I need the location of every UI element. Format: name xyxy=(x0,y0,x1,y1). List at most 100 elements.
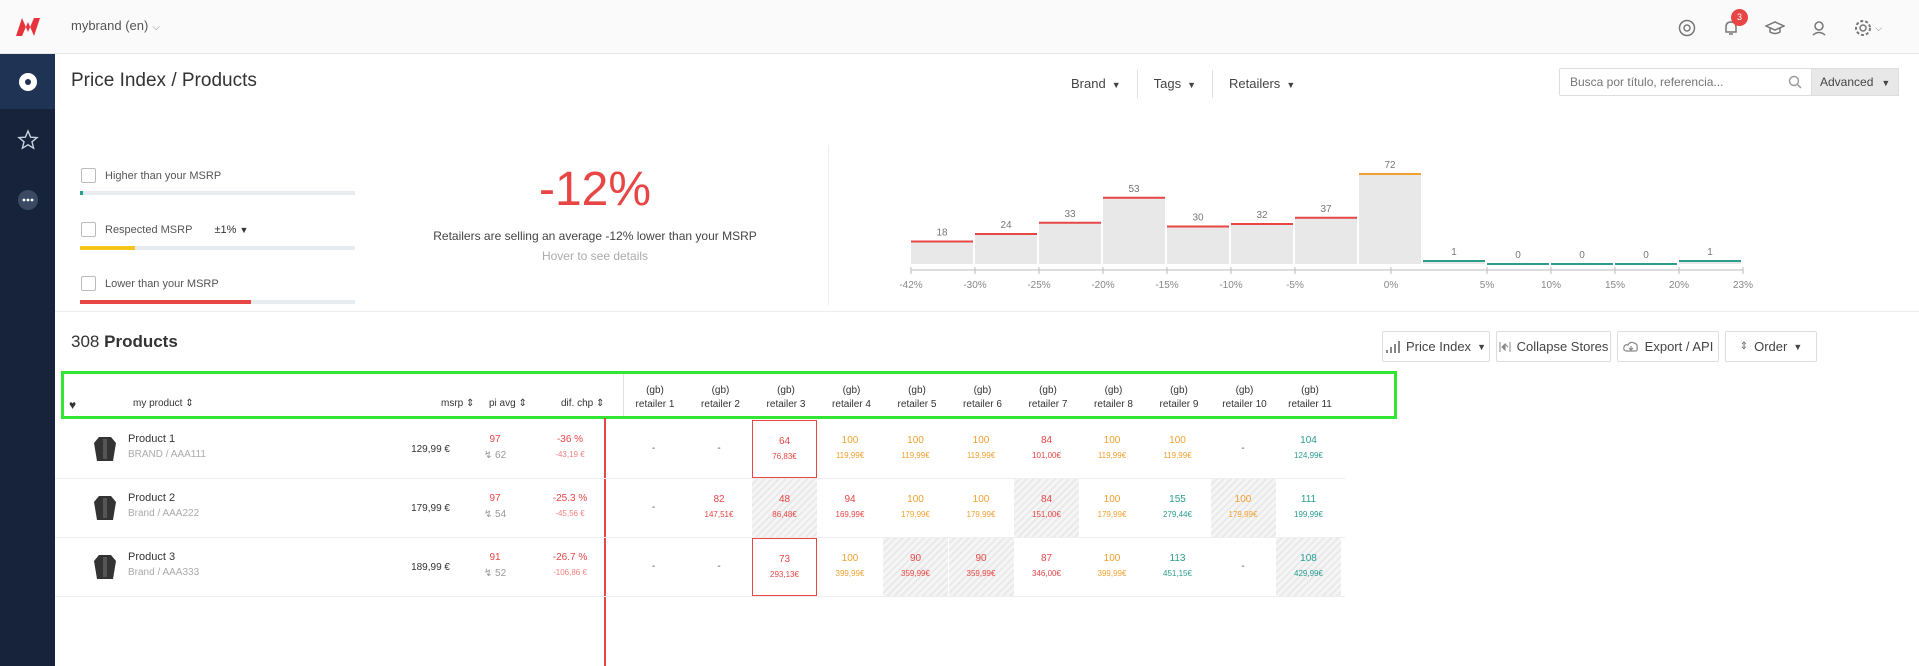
price-cell[interactable]: 100 399,99€ xyxy=(818,538,883,596)
brand-selector[interactable]: mybrand (en) ⌵ xyxy=(71,18,160,33)
histogram-bar[interactable] xyxy=(1423,261,1485,264)
price-cell[interactable]: 100 179,99€ xyxy=(949,479,1014,537)
tolerance-select[interactable]: ±1% ▼ xyxy=(214,224,248,236)
price-cell[interactable]: 104 124,99€ xyxy=(1276,420,1341,478)
price-cell[interactable]: - xyxy=(1211,538,1276,596)
respected-msrp-checkbox[interactable] xyxy=(81,222,96,237)
price-cell[interactable]: 100 179,99€ xyxy=(1210,479,1276,537)
sidebar-item-price-index[interactable] xyxy=(0,54,55,109)
price-cell[interactable]: - xyxy=(621,479,686,537)
product-thumbnail[interactable] xyxy=(93,553,117,581)
gear-icon[interactable]: ⌵ xyxy=(1851,16,1885,40)
table-row[interactable]: Product 2 Brand / AAA222 179,99 € 97 ↯ 54 -25… xyxy=(55,479,1345,538)
price-cell[interactable]: 100 179,99€ xyxy=(883,479,948,537)
price-cell[interactable]: 100 119,99€ xyxy=(883,420,948,478)
price-cell[interactable]: 108 429,99€ xyxy=(1276,538,1341,596)
price-cell[interactable]: 111 199,99€ xyxy=(1276,479,1341,537)
price-cell[interactable]: - xyxy=(687,420,752,478)
logo-icon[interactable] xyxy=(14,14,42,40)
histogram-bar[interactable] xyxy=(975,234,1037,264)
price-cell[interactable]: 100 119,99€ xyxy=(1145,420,1210,478)
histogram-bar[interactable] xyxy=(1167,226,1229,265)
price-cell[interactable]: 100 119,99€ xyxy=(949,420,1014,478)
sort-dif-chp[interactable]: dif. chp ⇕ xyxy=(561,398,604,409)
sort-pi-avg[interactable]: pi avg ⇕ xyxy=(489,398,527,409)
price-distribution-histogram[interactable]: 18 24 33 53 30 32 37 72 1 0 0 0 1 -42% -30% -25% -20% -15… xyxy=(855,110,1919,312)
retailer-header[interactable]: (gb) retailer 3 xyxy=(755,384,817,412)
price-cell[interactable]: - xyxy=(1211,420,1276,478)
product-thumbnail[interactable] xyxy=(93,494,117,522)
price-cell[interactable]: 82 147,51€ xyxy=(687,479,752,537)
histogram-bar[interactable] xyxy=(1103,197,1165,264)
product-name[interactable]: Product 3 xyxy=(128,551,176,563)
price-cell[interactable]: 90 359,99€ xyxy=(883,538,948,596)
retailer-header[interactable]: (gb) retailer 9 xyxy=(1148,384,1210,412)
histogram-bar[interactable] xyxy=(1295,217,1357,264)
dif-chp-amount: -43,19 € xyxy=(555,450,585,459)
sort-my-product[interactable]: my product ⇕ xyxy=(133,398,194,409)
chrome-icon[interactable] xyxy=(1675,16,1699,40)
respected-msrp-option[interactable]: Respected MSRP ±1% ▼ xyxy=(81,222,248,237)
sidebar-item-more[interactable] xyxy=(0,172,55,227)
search-input[interactable] xyxy=(1560,69,1770,95)
order-button[interactable]: ⇕ Order ▼ xyxy=(1725,331,1817,362)
higher-msrp-checkbox[interactable] xyxy=(81,168,96,183)
sidebar-item-favorites[interactable] xyxy=(0,112,55,167)
lower-msrp-option[interactable]: Lower than your MSRP xyxy=(81,276,219,291)
retailer-header[interactable]: (gb) retailer 6 xyxy=(952,384,1014,412)
price-cell[interactable]: 100 179,99€ xyxy=(1080,479,1145,537)
price-cell[interactable]: 64 76,83€ xyxy=(752,420,817,478)
price-cell[interactable]: 90 359,99€ xyxy=(948,538,1014,596)
product-reference: Brand / AAA222 xyxy=(128,508,200,519)
price-cell[interactable]: 94 169,99€ xyxy=(818,479,883,537)
retailers-filter[interactable]: Retailers ▼ xyxy=(1213,70,1311,98)
price-cell[interactable]: 87 346,00€ xyxy=(1014,538,1079,596)
price-cell[interactable]: 100 119,99€ xyxy=(1080,420,1145,478)
lower-msrp-checkbox[interactable] xyxy=(81,276,96,291)
bell-icon[interactable]: 3 xyxy=(1719,9,1748,40)
price-index-button[interactable]: Price Index ▼ xyxy=(1382,331,1490,362)
tags-filter[interactable]: Tags ▼ xyxy=(1138,70,1214,98)
divider xyxy=(828,145,829,305)
retailer-header[interactable]: (gb) retailer 11 xyxy=(1279,384,1341,412)
heart-icon[interactable]: ♥ xyxy=(69,398,77,412)
retailer-price: 169,99€ xyxy=(835,510,865,519)
price-cell[interactable]: 84 101,00€ xyxy=(1014,420,1079,478)
advanced-button[interactable]: Advanced ▼ xyxy=(1811,68,1899,96)
search-icon[interactable] xyxy=(1788,75,1802,89)
export-api-button[interactable]: Export / API xyxy=(1617,331,1719,362)
price-cell[interactable]: - xyxy=(687,538,752,596)
retailer-header[interactable]: (gb) retailer 4 xyxy=(821,384,883,412)
sort-msrp[interactable]: msrp ⇕ xyxy=(441,398,474,409)
support-icon[interactable] xyxy=(1807,16,1831,40)
retailer-header[interactable]: (gb) retailer 2 xyxy=(690,384,752,412)
retailer-header[interactable]: (gb) retailer 1 xyxy=(624,384,686,412)
price-cell[interactable]: 84 151,00€ xyxy=(1014,479,1079,537)
retailer-header[interactable]: (gb) retailer 8 xyxy=(1083,384,1145,412)
graduation-cap-icon[interactable] xyxy=(1763,16,1787,40)
price-cell[interactable]: 100 119,99€ xyxy=(818,420,883,478)
product-name[interactable]: Product 2 xyxy=(128,492,176,504)
retailer-header[interactable]: (gb) retailer 5 xyxy=(886,384,948,412)
price-cell[interactable]: 73 293,13€ xyxy=(752,538,817,596)
product-thumbnail[interactable] xyxy=(93,435,117,463)
product-name[interactable]: Product 1 xyxy=(128,433,176,445)
price-cell[interactable]: - xyxy=(621,420,686,478)
histogram-bar[interactable] xyxy=(911,241,973,265)
table-row[interactable]: Product 1 BRAND / AAA111 129,99 € 97 ↯ 62 -36… xyxy=(55,420,1345,479)
table-row[interactable]: Product 3 Brand / AAA333 189,99 € 91 ↯ 52 -26… xyxy=(55,538,1345,597)
price-cell[interactable]: 100 399,99€ xyxy=(1080,538,1145,596)
retailer-header[interactable]: (gb) retailer 10 xyxy=(1214,384,1276,412)
retailer-header[interactable]: (gb) retailer 7 xyxy=(1017,384,1079,412)
histogram-bar[interactable] xyxy=(1679,261,1741,264)
higher-msrp-option[interactable]: Higher than your MSRP xyxy=(81,168,221,183)
collapse-stores-button[interactable]: Collapse Stores xyxy=(1496,331,1611,362)
histogram-bar[interactable] xyxy=(1359,174,1421,264)
histogram-bar[interactable] xyxy=(1231,224,1293,264)
histogram-bar[interactable] xyxy=(1039,222,1101,264)
price-cell[interactable]: 48 86,48€ xyxy=(752,479,817,537)
price-cell[interactable]: 155 279,44€ xyxy=(1145,479,1210,537)
price-cell[interactable]: 113 451,15€ xyxy=(1145,538,1210,596)
brand-filter[interactable]: Brand ▼ xyxy=(1055,70,1138,98)
price-cell[interactable]: - xyxy=(621,538,686,596)
